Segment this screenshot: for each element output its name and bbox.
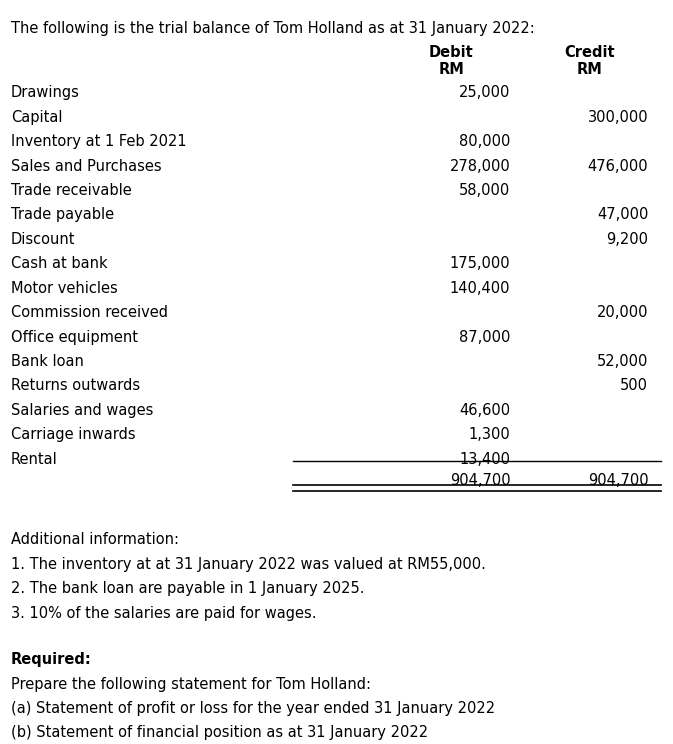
Text: 58,000: 58,000 [459, 183, 510, 198]
Text: Discount: Discount [11, 232, 75, 247]
Text: Prepare the following statement for Tom Holland:: Prepare the following statement for Tom … [11, 676, 371, 691]
Text: Capital: Capital [11, 110, 62, 125]
Text: Rental: Rental [11, 452, 57, 466]
Text: RM: RM [576, 62, 602, 77]
Text: Salaries and wages: Salaries and wages [11, 403, 153, 418]
Text: Debit: Debit [429, 45, 474, 60]
Text: 20,000: 20,000 [597, 305, 648, 320]
Text: Bank loan: Bank loan [11, 354, 83, 369]
Text: 1,300: 1,300 [468, 427, 510, 443]
Text: (b) Statement of financial position as at 31 January 2022: (b) Statement of financial position as a… [11, 725, 428, 740]
Text: Commission received: Commission received [11, 305, 168, 320]
Text: Drawings: Drawings [11, 86, 79, 100]
Text: 47,000: 47,000 [597, 208, 648, 222]
Text: 500: 500 [621, 379, 648, 394]
Text: Trade receivable: Trade receivable [11, 183, 131, 198]
Text: 13,400: 13,400 [459, 452, 510, 466]
Text: 476,000: 476,000 [588, 158, 648, 173]
Text: Required:: Required: [11, 652, 92, 667]
Text: 278,000: 278,000 [450, 158, 510, 173]
Text: Motor vehicles: Motor vehicles [11, 280, 118, 296]
Text: Returns outwards: Returns outwards [11, 379, 140, 394]
Text: 2. The bank loan are payable in 1 January 2025.: 2. The bank loan are payable in 1 Januar… [11, 581, 364, 596]
Text: Sales and Purchases: Sales and Purchases [11, 158, 162, 173]
Text: 904,700: 904,700 [588, 472, 648, 487]
Text: 175,000: 175,000 [450, 257, 510, 272]
Text: 3. 10% of the salaries are paid for wages.: 3. 10% of the salaries are paid for wage… [11, 606, 316, 620]
Text: 300,000: 300,000 [588, 110, 648, 125]
Text: 904,700: 904,700 [450, 472, 510, 487]
Text: Inventory at 1 Feb 2021: Inventory at 1 Feb 2021 [11, 134, 186, 150]
Text: Additional information:: Additional information: [11, 533, 179, 548]
Text: 9,200: 9,200 [606, 232, 648, 247]
Text: Carriage inwards: Carriage inwards [11, 427, 135, 443]
Text: Trade payable: Trade payable [11, 208, 114, 222]
Text: 80,000: 80,000 [459, 134, 510, 150]
Text: 25,000: 25,000 [459, 86, 510, 100]
Text: 140,400: 140,400 [450, 280, 510, 296]
Text: The following is the trial balance of Tom Holland as at 31 January 2022:: The following is the trial balance of To… [11, 21, 534, 36]
Text: Credit: Credit [564, 45, 614, 60]
Text: (a) Statement of profit or loss for the year ended 31 January 2022: (a) Statement of profit or loss for the … [11, 701, 495, 716]
Text: Office equipment: Office equipment [11, 330, 138, 344]
Text: 1. The inventory at at 31 January 2022 was valued at RM55,000.: 1. The inventory at at 31 January 2022 w… [11, 557, 486, 572]
Text: 52,000: 52,000 [597, 354, 648, 369]
Text: 46,600: 46,600 [459, 403, 510, 418]
Text: 87,000: 87,000 [459, 330, 510, 344]
Text: Cash at bank: Cash at bank [11, 257, 108, 272]
Text: RM: RM [438, 62, 464, 77]
